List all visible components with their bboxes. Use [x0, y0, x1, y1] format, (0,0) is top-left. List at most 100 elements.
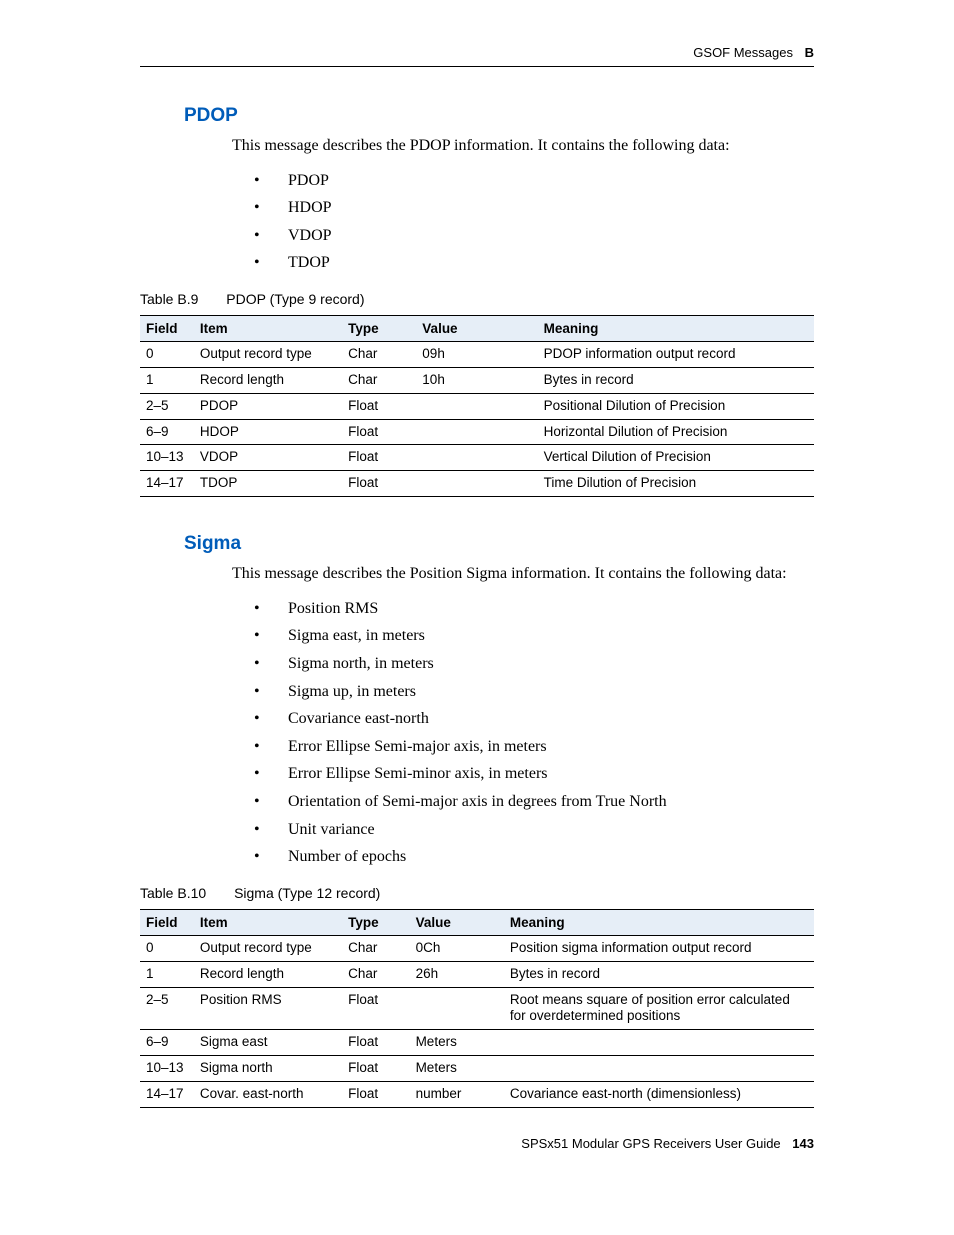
cell: 09h	[416, 341, 537, 367]
cell: 10–13	[140, 445, 194, 471]
cell: number	[410, 1082, 504, 1108]
cell: 26h	[410, 961, 504, 987]
table-row: 1 Record length Char 10h Bytes in record	[140, 367, 814, 393]
intro-sigma: This message describes the Position Sigm…	[232, 563, 814, 585]
caption-title: Sigma (Type 12 record)	[234, 885, 380, 901]
cell: Bytes in record	[504, 961, 814, 987]
col-meaning: Meaning	[538, 315, 814, 341]
col-value: Value	[416, 315, 537, 341]
list-item: HDOP	[288, 194, 814, 222]
table-row: 2–5 PDOP Float Positional Dilution of Pr…	[140, 393, 814, 419]
cell: 14–17	[140, 471, 194, 497]
cell: Meters	[410, 1056, 504, 1082]
heading-pdop: PDOP	[184, 105, 814, 127]
list-item: Orientation of Semi-major axis in degree…	[288, 788, 814, 816]
table-row: 10–13 Sigma north Float Meters	[140, 1056, 814, 1082]
running-head: GSOF Messages B	[140, 45, 814, 67]
table-row: 6–9 HDOP Float Horizontal Dilution of Pr…	[140, 419, 814, 445]
cell: PDOP	[194, 393, 342, 419]
list-item: VDOP	[288, 222, 814, 250]
cell	[410, 987, 504, 1030]
table-row: 10–13 VDOP Float Vertical Dilution of Pr…	[140, 445, 814, 471]
list-item: Sigma up, in meters	[288, 678, 814, 706]
section-pdop: PDOP This message describes the PDOP inf…	[140, 105, 814, 497]
caption-label: Table B.9	[140, 291, 198, 307]
list-item: TDOP	[288, 249, 814, 277]
list-item: Unit variance	[288, 816, 814, 844]
list-item: Sigma north, in meters	[288, 650, 814, 678]
list-item: Number of epochs	[288, 843, 814, 871]
cell	[416, 445, 537, 471]
cell: 6–9	[140, 419, 194, 445]
col-meaning: Meaning	[504, 909, 814, 935]
cell: Char	[342, 935, 409, 961]
cell: 10h	[416, 367, 537, 393]
cell: Float	[342, 393, 416, 419]
cell: Char	[342, 341, 416, 367]
cell	[416, 471, 537, 497]
cell: TDOP	[194, 471, 342, 497]
col-item: Item	[194, 315, 342, 341]
cell	[416, 393, 537, 419]
cell: 1	[140, 961, 194, 987]
footer: SPSx51 Modular GPS Receivers User Guide …	[521, 1136, 814, 1151]
bullets-pdop: PDOP HDOP VDOP TDOP	[140, 167, 814, 277]
page-number: 143	[792, 1136, 814, 1151]
section-sigma: Sigma This message describes the Positio…	[140, 533, 814, 1108]
table-sigma: Field Item Type Value Meaning 0 Output r…	[140, 909, 814, 1108]
cell: Float	[342, 1056, 409, 1082]
table-caption-sigma: Table B.10 Sigma (Type 12 record)	[140, 885, 814, 901]
table-row: 2–5 Position RMS Float Root means square…	[140, 987, 814, 1030]
caption-title: PDOP (Type 9 record)	[226, 291, 364, 307]
header-section: GSOF Messages	[693, 45, 793, 60]
cell: Meters	[410, 1030, 504, 1056]
table-row: 0 Output record type Char 09h PDOP infor…	[140, 341, 814, 367]
cell: VDOP	[194, 445, 342, 471]
table-row: 6–9 Sigma east Float Meters	[140, 1030, 814, 1056]
cell: 2–5	[140, 987, 194, 1030]
table-row: 1 Record length Char 26h Bytes in record	[140, 961, 814, 987]
cell: PDOP information output record	[538, 341, 814, 367]
col-value: Value	[410, 909, 504, 935]
cell: Float	[342, 471, 416, 497]
list-item: Error Ellipse Semi-major axis, in meters	[288, 733, 814, 761]
cell: Positional Dilution of Precision	[538, 393, 814, 419]
cell: Record length	[194, 367, 342, 393]
header-letter: B	[805, 45, 814, 60]
cell: 10–13	[140, 1056, 194, 1082]
cell: 6–9	[140, 1030, 194, 1056]
cell: Float	[342, 445, 416, 471]
cell: Vertical Dilution of Precision	[538, 445, 814, 471]
cell: 14–17	[140, 1082, 194, 1108]
cell	[416, 419, 537, 445]
col-type: Type	[342, 315, 416, 341]
col-field: Field	[140, 315, 194, 341]
cell: Root means square of position error calc…	[504, 987, 814, 1030]
cell: Horizontal Dilution of Precision	[538, 419, 814, 445]
cell	[504, 1056, 814, 1082]
heading-sigma: Sigma	[184, 533, 814, 555]
cell: 0Ch	[410, 935, 504, 961]
list-item: Covariance east-north	[288, 705, 814, 733]
cell: Bytes in record	[538, 367, 814, 393]
col-type: Type	[342, 909, 409, 935]
table-header-row: Field Item Type Value Meaning	[140, 315, 814, 341]
col-field: Field	[140, 909, 194, 935]
cell: Float	[342, 1082, 409, 1108]
caption-label: Table B.10	[140, 885, 206, 901]
cell	[504, 1030, 814, 1056]
cell: 1	[140, 367, 194, 393]
cell: Position sigma information output record	[504, 935, 814, 961]
cell: Sigma east	[194, 1030, 342, 1056]
cell: Sigma north	[194, 1056, 342, 1082]
cell: Position RMS	[194, 987, 342, 1030]
cell: Float	[342, 1030, 409, 1056]
cell: 0	[140, 341, 194, 367]
intro-pdop: This message describes the PDOP informat…	[232, 135, 814, 157]
cell: Float	[342, 419, 416, 445]
cell: Float	[342, 987, 409, 1030]
cell: Covar. east-north	[194, 1082, 342, 1108]
cell: Record length	[194, 961, 342, 987]
cell: HDOP	[194, 419, 342, 445]
page: GSOF Messages B PDOP This message descri…	[0, 0, 954, 1235]
